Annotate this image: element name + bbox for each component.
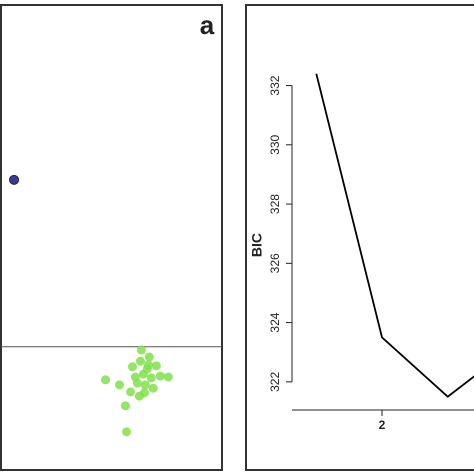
point xyxy=(101,375,111,385)
point xyxy=(127,362,137,372)
point xyxy=(114,380,124,390)
y-tick-label: 328 xyxy=(268,194,282,214)
y-axis-label: BIC xyxy=(249,233,265,257)
y-tick-label: 324 xyxy=(268,312,282,332)
y-tick-label: 326 xyxy=(268,253,282,273)
x-tick-label: 2 xyxy=(379,418,386,432)
y-tick-label: 332 xyxy=(268,75,282,95)
point xyxy=(139,388,149,398)
point xyxy=(163,372,173,382)
panel-label: a xyxy=(200,10,215,40)
y-tick-label: 330 xyxy=(268,134,282,154)
point xyxy=(136,345,146,355)
point xyxy=(122,427,132,437)
line xyxy=(315,73,474,398)
point xyxy=(143,360,153,370)
plot-area xyxy=(315,73,474,398)
point xyxy=(140,380,150,390)
panel-frame xyxy=(0,4,223,471)
point xyxy=(146,373,156,383)
point xyxy=(144,352,154,362)
y-tick-label: 322 xyxy=(268,372,282,392)
point xyxy=(126,387,136,397)
point xyxy=(120,401,130,411)
panel-frame xyxy=(245,4,474,471)
point xyxy=(132,378,142,388)
point xyxy=(135,356,145,366)
point xyxy=(148,383,158,393)
point xyxy=(9,174,20,185)
point xyxy=(155,371,165,381)
point xyxy=(151,361,161,371)
